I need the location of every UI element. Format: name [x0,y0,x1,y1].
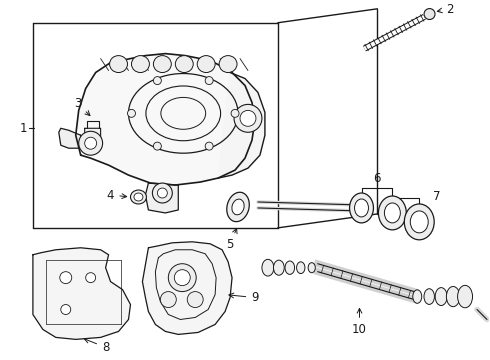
Ellipse shape [349,193,373,223]
Circle shape [234,104,262,132]
Ellipse shape [385,203,400,223]
Ellipse shape [308,263,315,273]
Ellipse shape [153,55,172,72]
Ellipse shape [413,290,422,303]
Ellipse shape [435,288,447,306]
Circle shape [160,292,176,307]
Ellipse shape [219,55,237,72]
Polygon shape [218,72,265,178]
Ellipse shape [227,192,249,222]
Ellipse shape [296,262,305,274]
Text: 3: 3 [74,97,90,116]
Text: 4: 4 [107,189,126,202]
Circle shape [205,142,213,150]
Ellipse shape [285,261,294,274]
Polygon shape [85,128,100,149]
Circle shape [231,109,239,117]
Circle shape [79,131,102,155]
Polygon shape [146,183,178,213]
Ellipse shape [404,204,434,240]
Ellipse shape [378,196,406,230]
Circle shape [86,273,96,283]
Circle shape [60,272,72,284]
Ellipse shape [110,55,127,72]
Polygon shape [143,242,232,334]
Circle shape [174,270,190,285]
Polygon shape [76,54,255,185]
Ellipse shape [131,55,149,72]
Polygon shape [59,128,81,148]
Text: 9: 9 [229,291,259,304]
Circle shape [153,142,161,150]
Circle shape [127,109,135,117]
Text: 2: 2 [438,3,453,15]
Ellipse shape [232,199,244,215]
Text: 8: 8 [84,338,109,354]
Circle shape [153,77,161,85]
Ellipse shape [262,259,274,276]
Ellipse shape [197,55,215,72]
Ellipse shape [175,55,193,72]
Circle shape [187,292,203,307]
Text: 7: 7 [434,189,441,203]
Circle shape [152,183,172,203]
Circle shape [85,137,97,149]
Circle shape [424,9,435,19]
Text: 5: 5 [226,229,237,251]
Circle shape [157,188,167,198]
Ellipse shape [410,211,428,233]
Circle shape [169,264,196,292]
Circle shape [61,305,71,315]
Ellipse shape [273,260,284,275]
Circle shape [205,77,213,85]
Circle shape [240,111,256,126]
Text: 10: 10 [352,309,367,336]
Ellipse shape [424,289,435,305]
Ellipse shape [446,287,460,307]
Ellipse shape [458,285,472,308]
Ellipse shape [134,193,143,201]
Ellipse shape [355,199,368,217]
Ellipse shape [130,190,147,204]
Text: 1: 1 [19,122,26,135]
Text: 6: 6 [373,172,381,185]
Polygon shape [33,248,130,339]
